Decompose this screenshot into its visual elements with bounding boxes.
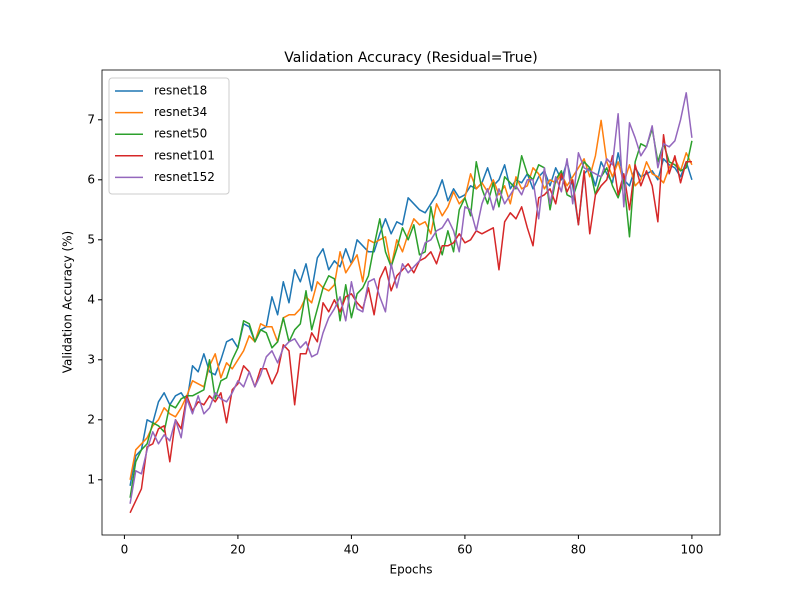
y-tick-label: 7 bbox=[87, 112, 95, 126]
x-axis-label: Epochs bbox=[390, 563, 433, 577]
series-line bbox=[129, 119, 693, 480]
y-tick-label: 1 bbox=[87, 472, 95, 486]
series-line bbox=[129, 152, 693, 486]
legend-box bbox=[108, 77, 230, 195]
plot-frame bbox=[101, 69, 721, 536]
x-tick-label: 20 bbox=[230, 543, 245, 557]
legend: resnet18 resnet34 resnet50 resnet101 resnet1… bbox=[108, 77, 230, 195]
chart-title: Validation Accuracy (Residual=True) bbox=[284, 50, 537, 66]
x-tick-label: 40 bbox=[344, 543, 359, 557]
x-tick-label: 100 bbox=[680, 543, 703, 557]
legend-label: resnet34 bbox=[154, 105, 207, 119]
y-tick-label: 2 bbox=[87, 412, 95, 426]
y-tick-label: 4 bbox=[87, 292, 95, 306]
y-axis-label: Validation Accuracy (%) bbox=[61, 231, 75, 373]
y-tick-label: 3 bbox=[87, 352, 95, 366]
series-line bbox=[129, 128, 693, 498]
legend-label: resnet50 bbox=[154, 127, 207, 141]
legend-label: resnet18 bbox=[154, 84, 207, 98]
y-tick-label: 5 bbox=[87, 232, 95, 246]
x-tick-label: 0 bbox=[121, 543, 129, 557]
x-tick-label: 60 bbox=[457, 543, 472, 557]
series-line bbox=[129, 92, 693, 504]
legend-label: resnet101 bbox=[154, 148, 215, 162]
series-line bbox=[129, 134, 692, 514]
x-tick-label: 80 bbox=[571, 543, 586, 557]
y-tick-label: 6 bbox=[87, 172, 95, 186]
legend-label: resnet152 bbox=[154, 170, 215, 184]
